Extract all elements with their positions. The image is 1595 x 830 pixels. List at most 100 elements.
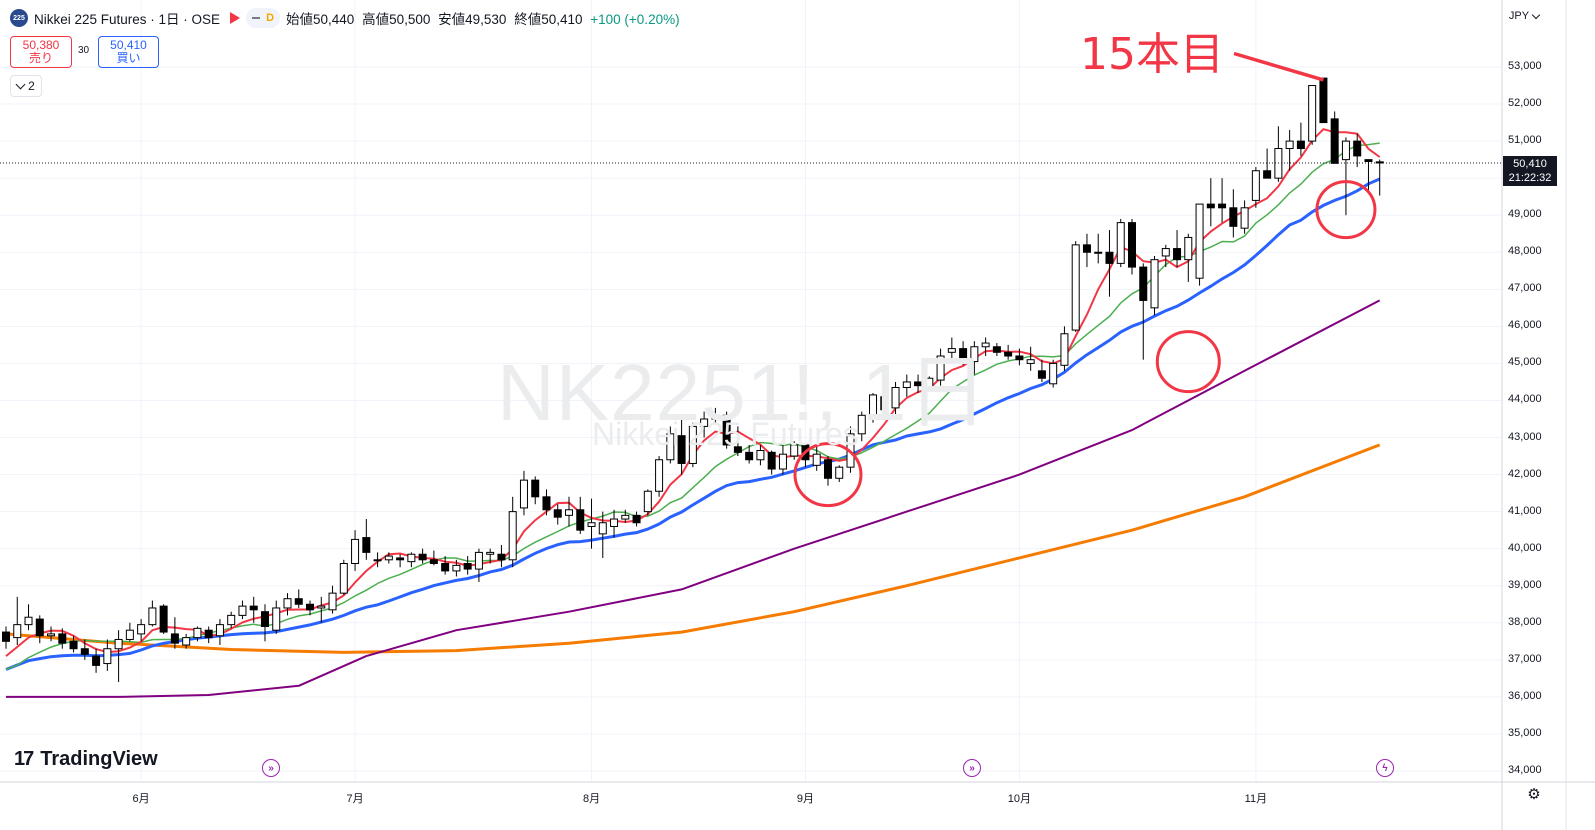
candle-body xyxy=(1353,140,1362,157)
candle-body xyxy=(666,433,675,461)
ohlc-high-value: 50,500 xyxy=(389,12,431,27)
candle-body xyxy=(565,509,573,516)
candle-body xyxy=(508,511,517,561)
annotation-text[interactable]: 15本目 xyxy=(1080,29,1224,80)
candle-body xyxy=(925,377,934,389)
ohlc-low-label: 安値 xyxy=(438,12,466,27)
candle-body xyxy=(58,633,67,644)
candle-body xyxy=(452,564,461,572)
event-marker-icon[interactable]: » xyxy=(262,759,280,777)
candle-body xyxy=(1082,244,1091,253)
candle-body xyxy=(1319,77,1328,124)
candle-body xyxy=(936,355,945,381)
candle-body xyxy=(1375,161,1384,164)
currency-selector[interactable]: JPY xyxy=(1506,6,1542,26)
candle-body xyxy=(170,633,179,644)
price-tick-label: 43,000 xyxy=(1508,430,1542,443)
candle-body xyxy=(159,605,168,633)
annotation-circle xyxy=(1315,180,1377,240)
last-price-tag: 50,410 21:22:32 xyxy=(1503,156,1557,186)
candle-body xyxy=(260,611,269,627)
candle-body xyxy=(587,522,596,527)
ma100-line xyxy=(5,443,1381,654)
candle-body xyxy=(272,607,281,631)
candle-body xyxy=(1229,207,1238,227)
candle-body xyxy=(294,598,303,605)
candlestick-series xyxy=(2,77,1384,683)
candle-body xyxy=(553,509,562,518)
candle-body xyxy=(733,446,742,453)
time-tick-label: 8月 xyxy=(582,793,601,805)
price-tick-label: 41,000 xyxy=(1508,504,1542,517)
tradingview-logo-icon: 17 xyxy=(14,748,34,770)
candle-body xyxy=(373,559,382,562)
gear-icon[interactable]: ⚙ xyxy=(1527,786,1541,803)
event-marker-icon[interactable]: » xyxy=(963,759,981,777)
candle-body xyxy=(1173,248,1182,261)
price-tick-label: 39,000 xyxy=(1508,578,1542,591)
candle-body xyxy=(722,414,731,446)
candle-body xyxy=(396,557,405,561)
candle-body xyxy=(1128,222,1136,268)
price-tick-label: 35,000 xyxy=(1508,726,1542,739)
candle-body xyxy=(835,466,844,479)
price-tick-label: 47,000 xyxy=(1508,282,1542,295)
candle-body xyxy=(317,605,326,609)
candle-body xyxy=(745,451,754,461)
candle-body xyxy=(193,627,202,639)
status-pill[interactable]: D xyxy=(246,8,281,28)
indicators-toggle[interactable]: 2 xyxy=(10,75,42,97)
sell-label: 売り xyxy=(28,51,53,65)
candle-body xyxy=(902,381,911,389)
candle-body xyxy=(700,418,709,427)
candle-body xyxy=(981,342,990,348)
candle-body xyxy=(1049,362,1058,385)
candle-body xyxy=(621,514,630,520)
candle-body xyxy=(1150,259,1159,309)
candle-body xyxy=(384,555,393,561)
candle-body xyxy=(1263,170,1272,179)
buy-price: 50,410 xyxy=(110,38,147,52)
candle-body xyxy=(655,459,664,492)
candle-body xyxy=(598,522,607,535)
time-tick-label: 6月 xyxy=(132,793,150,805)
price-tick-label: 45,000 xyxy=(1508,356,1542,369)
candle-body xyxy=(677,435,686,464)
time-tick-label: 9月 xyxy=(796,793,815,805)
symbol-title[interactable]: Nikkei 225 Futures · 1日 · OSE xyxy=(34,12,221,27)
event-marker-icon[interactable]: ϟ xyxy=(1376,759,1394,777)
candle-body xyxy=(13,624,22,639)
candle-body xyxy=(35,618,44,637)
price-tick-label: 40,000 xyxy=(1508,541,1542,554)
tradingview-logo[interactable]: 17 TradingView xyxy=(14,748,158,771)
sell-price: 50,380 xyxy=(22,38,60,52)
candle-body xyxy=(1161,248,1170,257)
candle-body xyxy=(339,563,348,594)
symbol-logo-icon[interactable]: 225 xyxy=(10,9,28,27)
chevron-down-icon xyxy=(15,79,26,90)
ma60-line xyxy=(6,299,1381,698)
time-tick-label: 10月 xyxy=(1007,793,1032,805)
candle-body xyxy=(823,459,832,479)
candle-body xyxy=(1026,359,1035,364)
candle-body xyxy=(1037,370,1046,379)
ohlc-close-label: 終値 xyxy=(514,12,542,27)
ohlc-low-value: 49,530 xyxy=(465,12,507,27)
candle-body xyxy=(790,444,799,457)
candle-body xyxy=(610,518,619,527)
flag-icon[interactable] xyxy=(230,12,241,24)
candle-body xyxy=(891,387,900,409)
ohlc-open-label: 始値 xyxy=(286,12,314,27)
ohlc-legend: 始値50,440 高値50,500 安値49,530 終値50,410 +100… xyxy=(286,8,680,28)
candle-body xyxy=(283,598,292,609)
candle-body xyxy=(227,614,236,626)
sell-button[interactable]: 50,380 売り xyxy=(10,36,72,68)
candle-body xyxy=(959,348,968,363)
candle-body xyxy=(519,479,528,509)
candle-body xyxy=(137,624,146,635)
candle-body xyxy=(756,449,765,461)
buy-label: 買い xyxy=(116,51,141,65)
buy-button[interactable]: 50,410 買い xyxy=(98,36,159,68)
candle-body xyxy=(463,563,472,570)
